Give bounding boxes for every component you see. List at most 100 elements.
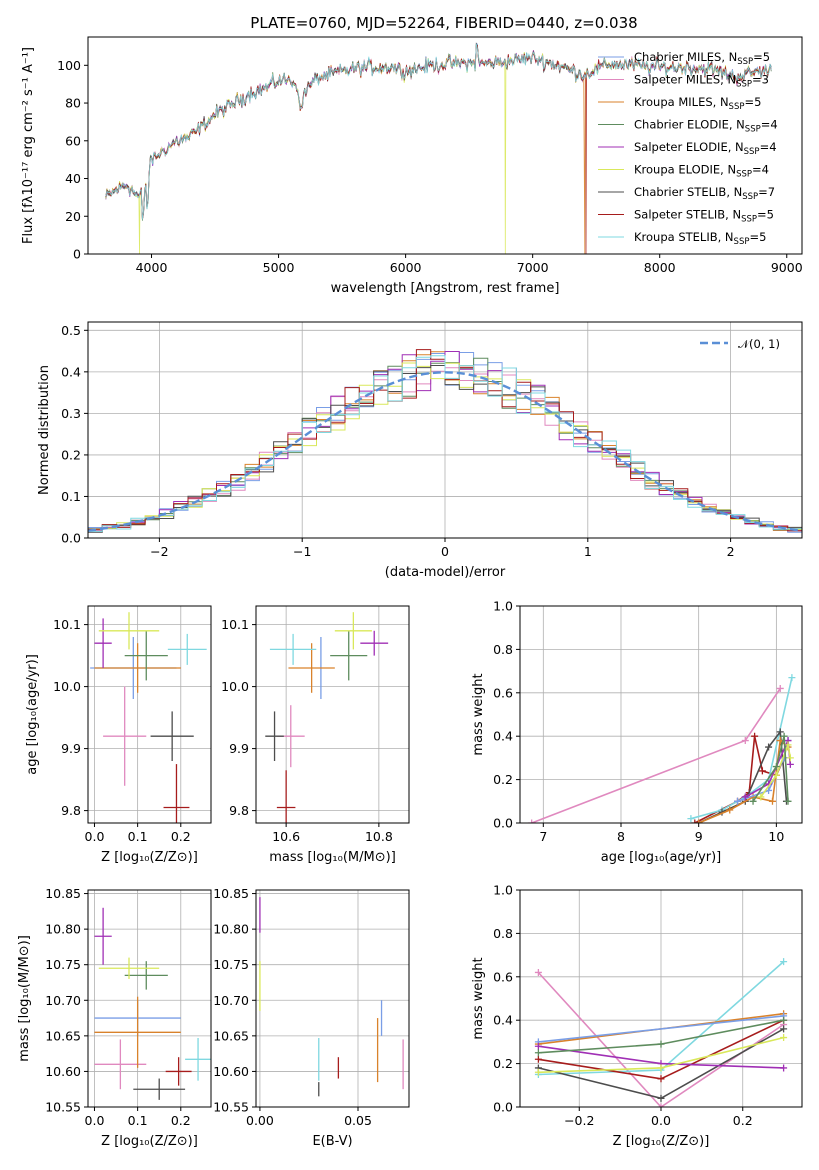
y-tick-label: 1.0	[493, 883, 513, 898]
weight-marker	[757, 793, 765, 801]
weight-marker	[780, 1016, 788, 1024]
x-tick-label: 0.05	[344, 1113, 372, 1128]
legend-sub: SSP	[741, 215, 757, 225]
y-tick-label: 0.8	[493, 642, 513, 657]
error-point	[94, 643, 181, 693]
y-tick-label: 40	[65, 171, 81, 186]
error-point	[94, 618, 112, 668]
axes-frame	[255, 889, 410, 1108]
plot-area	[88, 349, 802, 538]
weight-marker	[780, 1064, 788, 1072]
legend-entry: 𝒩(0, 1)	[738, 337, 780, 351]
y-tick-label: 9.8	[61, 803, 81, 818]
gridlines	[88, 890, 211, 1108]
weight-line	[698, 729, 788, 823]
y-tick-label: 10.60	[213, 1064, 249, 1079]
legend-suffix: =7	[758, 185, 775, 199]
plot-area	[90, 612, 207, 823]
y-axis-label: Normed distribution	[37, 365, 52, 495]
y-tick-label: 0.8	[493, 926, 513, 941]
y-tick-label: 0.2	[493, 772, 513, 787]
legend-sub: SSP	[742, 192, 758, 202]
x-tick-label: 10.8	[365, 829, 393, 844]
x-tick-label: −1	[293, 544, 311, 559]
weight-marker	[784, 741, 792, 749]
error-point	[334, 612, 372, 650]
x-tick-label: 8	[617, 829, 625, 844]
y-tick-label: 10.0	[221, 679, 249, 694]
weight-series	[757, 741, 794, 801]
y-tick-label: 10.65	[45, 1028, 81, 1043]
weight-marker	[657, 1103, 665, 1107]
panel-6: 0.0 0.1 0.2 10.55 10.60 10.65 10.70 10.75 10.80 1…	[17, 886, 212, 1149]
weight-marker	[734, 797, 742, 805]
weight-line	[698, 738, 789, 823]
y-tick-label: 60	[65, 133, 81, 148]
legend-entry: Chabrier STELIB, NSSP=7	[634, 185, 775, 202]
y-tick-label: 0.6	[493, 685, 513, 700]
weight-marker	[687, 815, 695, 823]
error-point	[94, 1039, 147, 1090]
plot-area	[94, 907, 211, 1100]
x-tick-label: 4000	[136, 260, 168, 275]
legend-name: Chabrier ELODIE, N	[634, 118, 745, 132]
legend-entry: Chabrier ELODIE, NSSP=4	[634, 118, 778, 135]
weight-marker	[772, 771, 780, 779]
y-axis-label: mass weight	[471, 673, 486, 755]
plot-area	[259, 897, 404, 1097]
weight-marker	[786, 754, 794, 762]
weight-marker	[749, 797, 757, 805]
x-tick-label: 0.0	[85, 829, 105, 844]
y-tick-label: 10.85	[213, 886, 249, 901]
legend-suffix: =5	[753, 50, 770, 64]
error-point	[360, 630, 389, 656]
legend-suffix: =4	[761, 118, 778, 132]
y-tick-label: 10.1	[221, 617, 249, 632]
x-axis-label: Z [log₁₀(Z/Z⊙)]	[613, 1134, 710, 1149]
x-tick-label: 0.0	[651, 1113, 671, 1128]
error-point	[133, 1078, 186, 1100]
weight-marker	[534, 1049, 542, 1057]
y-tick-label: 10.55	[213, 1100, 249, 1115]
legend-suffix: =3	[752, 73, 769, 87]
normal-reference-curve	[88, 371, 802, 532]
y-axis-label: mass weight	[471, 957, 486, 1039]
error-point	[276, 770, 296, 823]
error-point	[165, 1057, 192, 1086]
legend-sub: SSP	[736, 170, 752, 180]
y-tick-label: 80	[65, 96, 81, 111]
x-tick-label: 7	[539, 829, 547, 844]
legend-suffix: =4	[760, 140, 777, 154]
weight-marker	[534, 1068, 542, 1076]
error-point	[185, 1037, 211, 1081]
y-tick-label: 10.60	[45, 1064, 81, 1079]
weight-marker	[534, 1042, 542, 1050]
y-tick-label: 0.5	[61, 323, 81, 338]
x-tick-label: 0.2	[733, 1113, 753, 1128]
weight-marker	[691, 819, 699, 823]
legend-name: Chabrier STELIB, N	[634, 185, 742, 199]
y-tick-label: 0.1	[61, 489, 81, 504]
y-tick-label: 9.8	[229, 803, 249, 818]
weight-marker	[768, 797, 776, 805]
y-tick-label: 9.9	[61, 741, 81, 756]
weight-marker	[695, 819, 703, 823]
error-point	[163, 764, 190, 823]
legend-name: Chabrier MILES, N	[634, 50, 737, 64]
error-point	[94, 907, 112, 965]
legend-sub: SSP	[734, 237, 750, 247]
weight-marker	[776, 728, 784, 736]
x-tick-label: 7000	[517, 260, 549, 275]
legend-entry: Salpeter STELIB, NSSP=5	[634, 208, 774, 225]
x-tick-label: −2	[150, 544, 168, 559]
error-point	[269, 633, 317, 665]
histogram-series	[88, 355, 802, 538]
spectrum-line	[105, 44, 772, 220]
error-point	[265, 711, 284, 761]
x-axis-label: Z [log₁₀(Z/Z⊙)]	[101, 1134, 198, 1149]
x-tick-label: 0	[441, 544, 449, 559]
weight-line	[752, 736, 789, 802]
error-point	[167, 633, 207, 665]
axes-frame	[87, 321, 803, 539]
